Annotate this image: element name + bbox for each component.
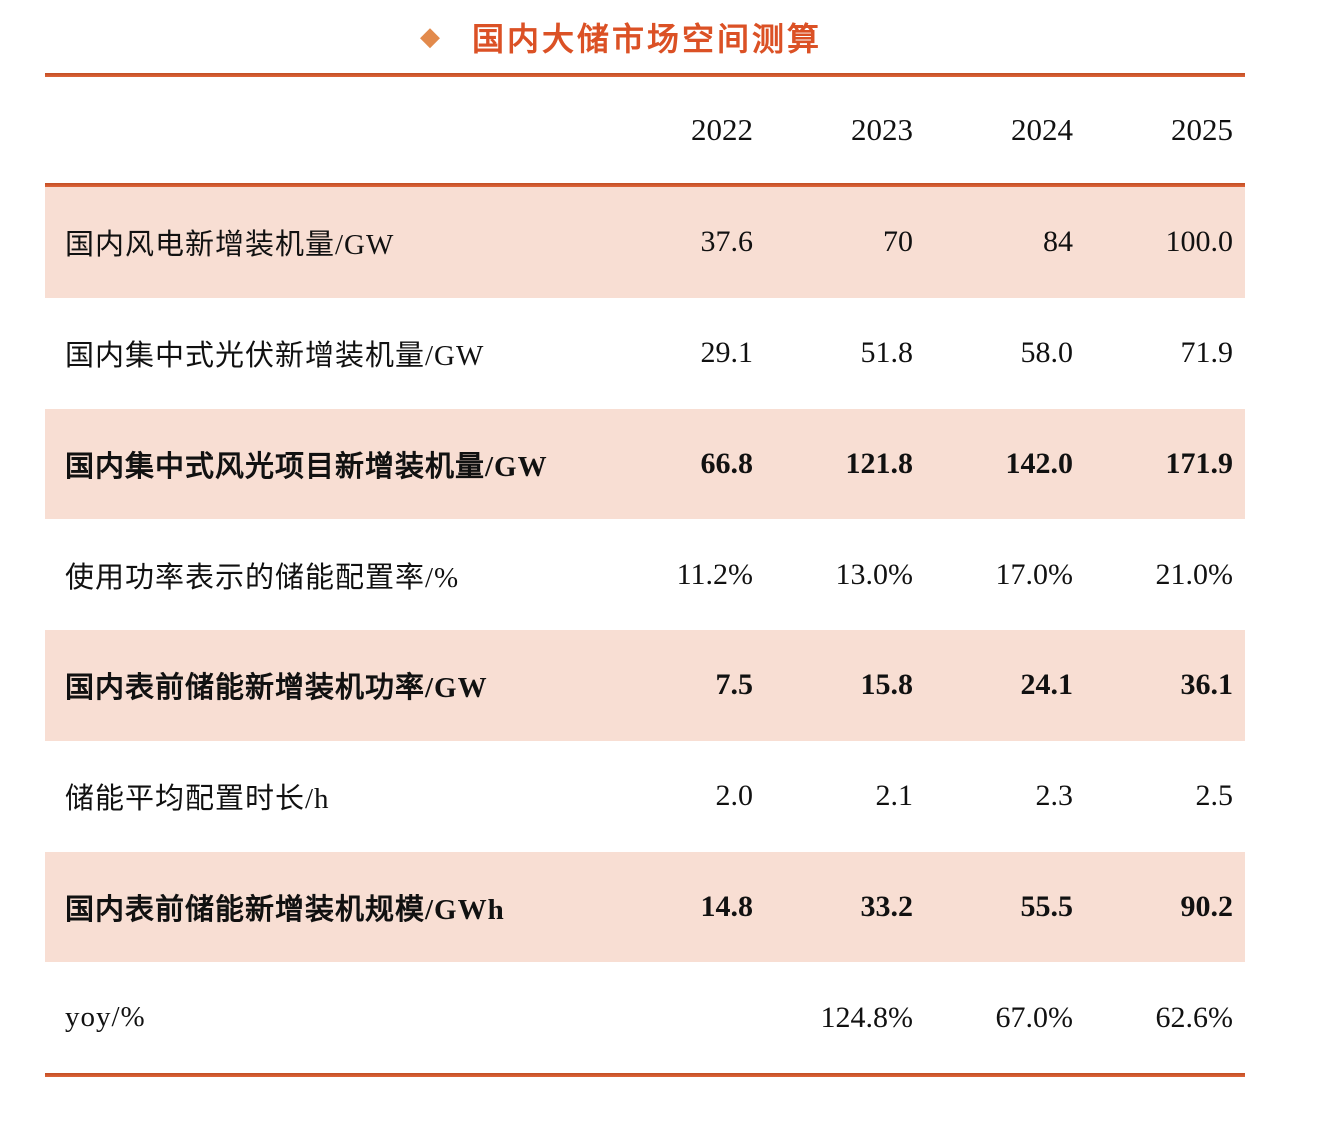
- year-header-2023: 2023: [851, 112, 913, 147]
- row-value: 70: [883, 225, 913, 259]
- row-value: 15.8: [860, 668, 914, 702]
- row-value: 2.5: [1195, 779, 1234, 813]
- row-value: 55.5: [1020, 889, 1074, 923]
- table-row: 使用功率表示的储能配置率/% 11.2% 13.0% 17.0% 21.0%: [45, 519, 1245, 630]
- row-value: 33.2: [860, 889, 914, 923]
- year-header-2022: 2022: [691, 112, 753, 147]
- year-header-2025: 2025: [1171, 112, 1233, 147]
- row-value: 121.8: [845, 446, 914, 480]
- figure-title-band: ◆ 国内大储市场空间测算: [45, 0, 1245, 73]
- row-value: 2.3: [1035, 779, 1074, 813]
- row-label: 国内风电新增装机量/GW: [65, 229, 395, 262]
- row-value: 100.0: [1165, 225, 1234, 259]
- row-value: 7.5: [715, 668, 754, 702]
- table-row: 国内集中式光伏新增装机量/GW 29.1 51.8 58.0 71.9: [45, 298, 1245, 409]
- row-value: 11.2%: [676, 557, 753, 591]
- row-label: 国内表前储能新增装机功率/GW: [65, 672, 488, 705]
- diamond-bullet-icon: ◆: [420, 21, 440, 51]
- row-value: 17.0%: [995, 557, 1074, 591]
- table-row: 国内表前储能新增装机功率/GW 7.5 15.8 24.1 36.1: [45, 630, 1245, 741]
- row-value: 2.0: [715, 779, 754, 813]
- row-value: 13.0%: [835, 557, 914, 591]
- figure-title: 国内大储市场空间测算: [472, 20, 823, 57]
- bottom-rule: [45, 1073, 1245, 1077]
- table-row: 国内表前储能新增装机规模/GWh 14.8 33.2 55.5 90.2: [45, 851, 1245, 963]
- table-row: yoy/% 124.8% 67.0% 62.6%: [45, 962, 1245, 1073]
- row-value: 29.1: [700, 336, 754, 370]
- row-label: 国内集中式风光项目新增装机量/GW: [65, 450, 548, 483]
- row-value: 66.8: [700, 446, 754, 480]
- row-value: 90.2: [1180, 889, 1234, 923]
- header-rule: [45, 183, 1245, 187]
- row-label: 储能平均配置时长/h: [65, 783, 330, 816]
- table-row: 储能平均配置时长/h 2.0 2.1 2.3 2.5: [45, 741, 1245, 852]
- row-label: yoy/%: [65, 1001, 146, 1034]
- row-label: 使用功率表示的储能配置率/%: [65, 561, 460, 594]
- row-value: 67.0%: [995, 1000, 1074, 1034]
- row-value: 36.1: [1180, 668, 1234, 702]
- row-value: 62.6%: [1155, 1000, 1234, 1034]
- table-row: 国内风电新增装机量/GW 37.6 70 84 100.0: [45, 187, 1245, 298]
- row-value: 84: [1043, 225, 1073, 259]
- row-value: 71.9: [1180, 336, 1234, 370]
- row-value: 124.8%: [820, 1000, 914, 1034]
- table-figure: ◆ 国内大储市场空间测算 2022 2023 2024 2025 国内风电新增装…: [45, 0, 1245, 1077]
- row-value: 58.0: [1020, 336, 1074, 370]
- table-body: 国内风电新增装机量/GW 37.6 70 84 100.0 国内集中式光伏新增装机量/GW…: [45, 187, 1245, 1073]
- row-value: 37.6: [700, 225, 754, 259]
- row-value: 24.1: [1020, 668, 1074, 702]
- year-header-2024: 2024: [1011, 112, 1073, 147]
- top-rule: [45, 73, 1245, 77]
- row-value: 14.8: [700, 889, 754, 923]
- year-header-row: 2022 2023 2024 2025: [45, 77, 1245, 183]
- row-value: 171.9: [1165, 446, 1234, 480]
- row-value: 21.0%: [1155, 557, 1234, 591]
- row-value: 2.1: [875, 779, 914, 813]
- row-label: 国内表前储能新增装机规模/GWh: [65, 893, 505, 926]
- row-value: 51.8: [860, 336, 914, 370]
- row-label: 国内集中式光伏新增装机量/GW: [65, 340, 485, 373]
- row-value: 142.0: [1005, 446, 1074, 480]
- table-row: 国内集中式风光项目新增装机量/GW 66.8 121.8 142.0 171.9: [45, 408, 1245, 520]
